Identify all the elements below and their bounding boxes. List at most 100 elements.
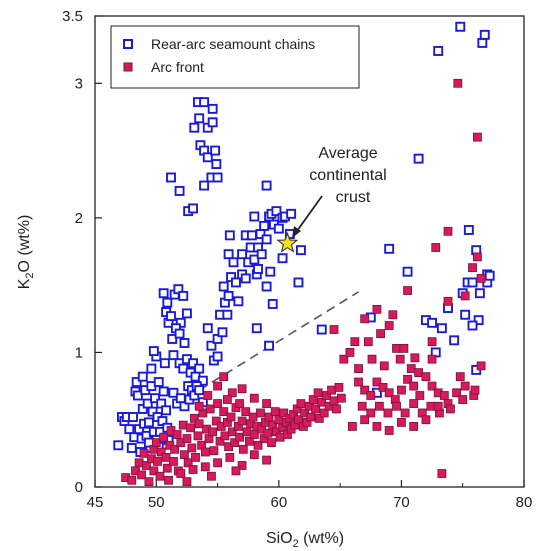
legend-marker-arc-front [123, 62, 133, 72]
arc-front-point [213, 458, 222, 468]
rear-arc-point [126, 443, 137, 453]
arc-front-point [227, 388, 237, 398]
arc-front-point [219, 372, 229, 382]
arc-front-point [263, 428, 273, 438]
arc-front-point [188, 465, 198, 474]
rear-arc-point [261, 180, 272, 191]
arc-front-point [149, 466, 159, 476]
arc-front-point [296, 399, 306, 408]
arc-front-point [237, 416, 247, 426]
arc-front-point [409, 399, 419, 408]
rear-arc-point [131, 377, 142, 387]
rear-arc-point [212, 172, 223, 183]
arc-front-point [213, 399, 222, 408]
x-tick-label: 50 [148, 494, 165, 511]
rear-arc-point [237, 249, 248, 260]
rear-arc-point [256, 249, 267, 260]
annotation-line-1: Average [318, 145, 377, 162]
arc-front-point [314, 413, 324, 423]
arc-front-point [155, 471, 165, 481]
arc-front-point [455, 372, 465, 382]
rear-arc-point [206, 340, 217, 351]
arc-front-point [238, 444, 248, 454]
rear-arc-point [316, 324, 327, 335]
arc-front-point [139, 448, 149, 458]
arc-front-point [372, 304, 382, 314]
rear-arc-point [249, 254, 260, 265]
arc-front-point [308, 395, 318, 404]
annotation-average-continental-crust: Average continental crust [276, 145, 387, 253]
rear-arc-point [484, 270, 495, 281]
arc-front-point [219, 407, 229, 417]
rear-arc-point [436, 323, 447, 334]
arc-front-point [400, 408, 410, 418]
rear-arc-point [228, 257, 239, 268]
arc-front-point [227, 427, 237, 437]
arc-front-point [127, 475, 137, 485]
rear-arc-point [222, 309, 233, 320]
legend-marker-rear-arc [123, 39, 133, 49]
arc-front-point [327, 385, 336, 395]
rear-arc-point [217, 327, 228, 338]
arc-front-point [360, 415, 370, 425]
arc-front-point [270, 407, 280, 417]
arc-front-point [473, 132, 482, 142]
y-tick-label: 2 [75, 210, 83, 227]
rear-arc-point [427, 317, 438, 328]
rear-arc-point [413, 153, 424, 164]
x-tick-label: 45 [87, 494, 104, 511]
rear-arc-point [261, 281, 272, 292]
arc-front-point [225, 452, 235, 462]
rear-arc-point [246, 230, 257, 241]
rear-arc-point [188, 203, 199, 214]
arc-front-point [211, 416, 221, 426]
arc-front-point [452, 388, 461, 398]
arc-front-point [194, 401, 204, 411]
rear-arc-point [168, 387, 179, 398]
rear-arc-point [474, 288, 485, 299]
y-axis-label: K2O (wt%) [16, 215, 36, 290]
arc-front-point [294, 415, 303, 425]
arc-front-point [311, 404, 321, 414]
arc-front-point [383, 408, 393, 418]
arc-front-point [354, 364, 363, 373]
arc-front-point [458, 395, 468, 404]
y-tick-label: 0 [75, 479, 83, 496]
rear-arc-point [124, 424, 135, 435]
rear-arc-point [158, 288, 169, 299]
arc-front-point [468, 263, 477, 273]
rear-arc-point [137, 371, 148, 382]
rear-arc-point [159, 358, 170, 369]
rear-arc-point [253, 264, 263, 274]
rear-arc-point [168, 350, 179, 361]
arc-front-point [406, 364, 416, 373]
y-tick-label: 1 [75, 344, 83, 361]
rear-arc-point [455, 21, 466, 32]
rear-arc-point [277, 253, 288, 264]
arc-front-point [230, 438, 240, 447]
legend-label-arc-front: Arc front [151, 59, 204, 75]
arc-front-point [354, 377, 363, 387]
arc-front-point [374, 401, 384, 411]
arc-front-point [388, 310, 398, 320]
arc-front-point [235, 432, 245, 442]
arc-front-point [213, 381, 222, 391]
arc-front-point [187, 443, 197, 453]
legend: Rear-arc seamount chains Arc front [110, 25, 360, 89]
arc-front-point [256, 408, 265, 418]
rear-arc-point [273, 223, 284, 234]
arc-front-point [329, 325, 339, 334]
arc-front-point [414, 368, 423, 378]
arc-front-point [172, 430, 182, 439]
arc-front-point [200, 447, 210, 457]
rear-arc-point [224, 230, 235, 241]
rear-arc-point [218, 281, 229, 292]
rear-arc-point [143, 417, 154, 428]
arc-front-point [446, 404, 455, 414]
arc-front-point [473, 252, 482, 262]
arc-front-point [226, 412, 236, 422]
rear-arc-point [166, 311, 176, 322]
rear-arc-point [207, 103, 218, 114]
arc-front-point [169, 457, 178, 466]
